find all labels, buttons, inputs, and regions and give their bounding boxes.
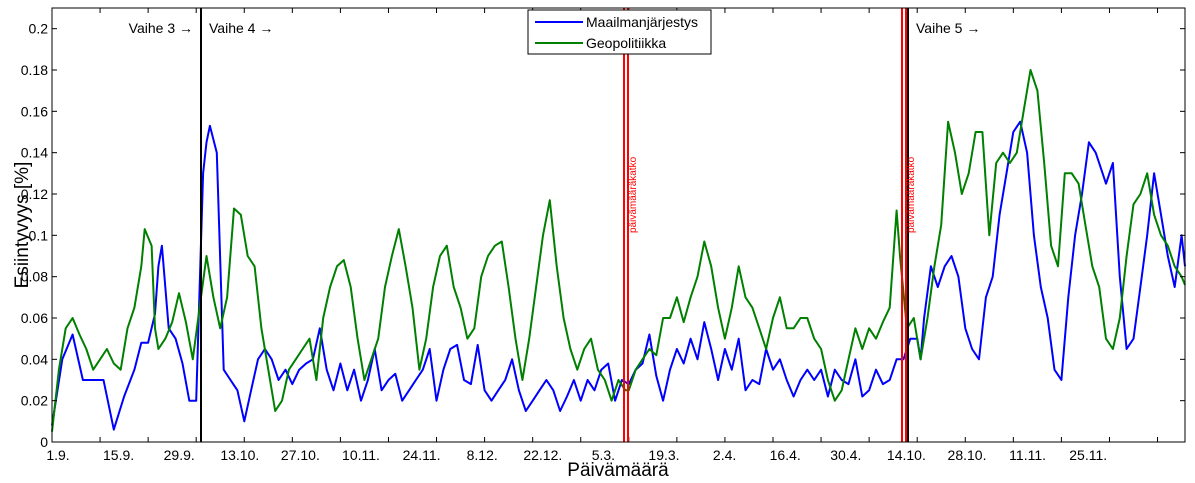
cutoff-label: päivämääräkatko (628, 156, 639, 233)
x-tick-label: 29.9. (164, 447, 195, 463)
y-axis-title: Esiintyvyys [%] (12, 162, 33, 289)
x-tick-label: 8.12. (467, 447, 498, 463)
x-tick-label: 28.10. (948, 447, 987, 463)
phase-label: Vaihe 5 → (916, 20, 980, 36)
phase-lines: Vaihe 3 → Vaihe 4 → Vaihe 5 → (129, 8, 980, 442)
y-tick-label: 0.08 (21, 269, 48, 285)
legend-label-1: Geopolitiikka (586, 35, 666, 51)
phase-label: Vaihe 3 → (129, 20, 193, 36)
y-tick-label: 0.04 (21, 351, 48, 367)
x-tick-label: 16.4. (770, 447, 801, 463)
x-tick-label: 24.11. (403, 447, 441, 463)
x-tick-label: 2.4. (713, 447, 736, 463)
legend-box (527, 9, 712, 55)
x-tick-label: 22.12. (523, 447, 562, 463)
x-tick-label: 19.3. (648, 447, 679, 463)
plot-content (51, 69, 1186, 432)
x-tick-label: 11.11. (1009, 447, 1046, 463)
x-tick-label: 14.10. (887, 447, 926, 463)
y-tick-label: 0.12 (21, 186, 48, 202)
x-tick-label: 10.11. (342, 447, 380, 463)
plot-frame (51, 7, 1186, 443)
legend: Maailmanjärjestys Geopolitiikka (527, 9, 712, 55)
y-tick-label: 0.14 (21, 145, 48, 161)
cutoff-label: päivämääräkatko (906, 156, 917, 233)
x-axis-title: Päivämäärä (567, 460, 669, 481)
cutoff-lines: päivämääräkatko päivämääräkatko (623, 8, 917, 442)
x-tick-label: 15.9. (103, 447, 134, 463)
x-tick-label: 27.10. (281, 447, 320, 463)
series-line-1 (51, 69, 1186, 432)
y-tick-label: 0.02 (21, 393, 48, 409)
x-tick-label: 5.3. (592, 447, 615, 463)
axis-ticks: 0 0.02 0.04 0.06 0.08 0.1 0.12 0.14 0.16 0.18 0.2 1… (21, 8, 1185, 463)
y-tick-label: 0.06 (21, 310, 48, 326)
y-tick-label: 0.18 (21, 62, 48, 78)
y-tick-label: 0 (40, 434, 48, 450)
x-tick-label: 13.10. (220, 447, 259, 463)
y-tick-label: 0.16 (21, 103, 48, 119)
x-tick-label: 1.9. (46, 447, 69, 463)
phase-label: Vaihe 4 → (209, 20, 273, 36)
x-tick-label: 30.4. (830, 447, 861, 463)
y-tick-label: 0.2 (29, 21, 49, 37)
legend-label-0: Maailmanjärjestys (586, 14, 698, 30)
y-tick-label: 0.1 (29, 227, 49, 243)
x-tick-label: 25.11. (1069, 447, 1107, 463)
plot-background (52, 8, 1185, 442)
